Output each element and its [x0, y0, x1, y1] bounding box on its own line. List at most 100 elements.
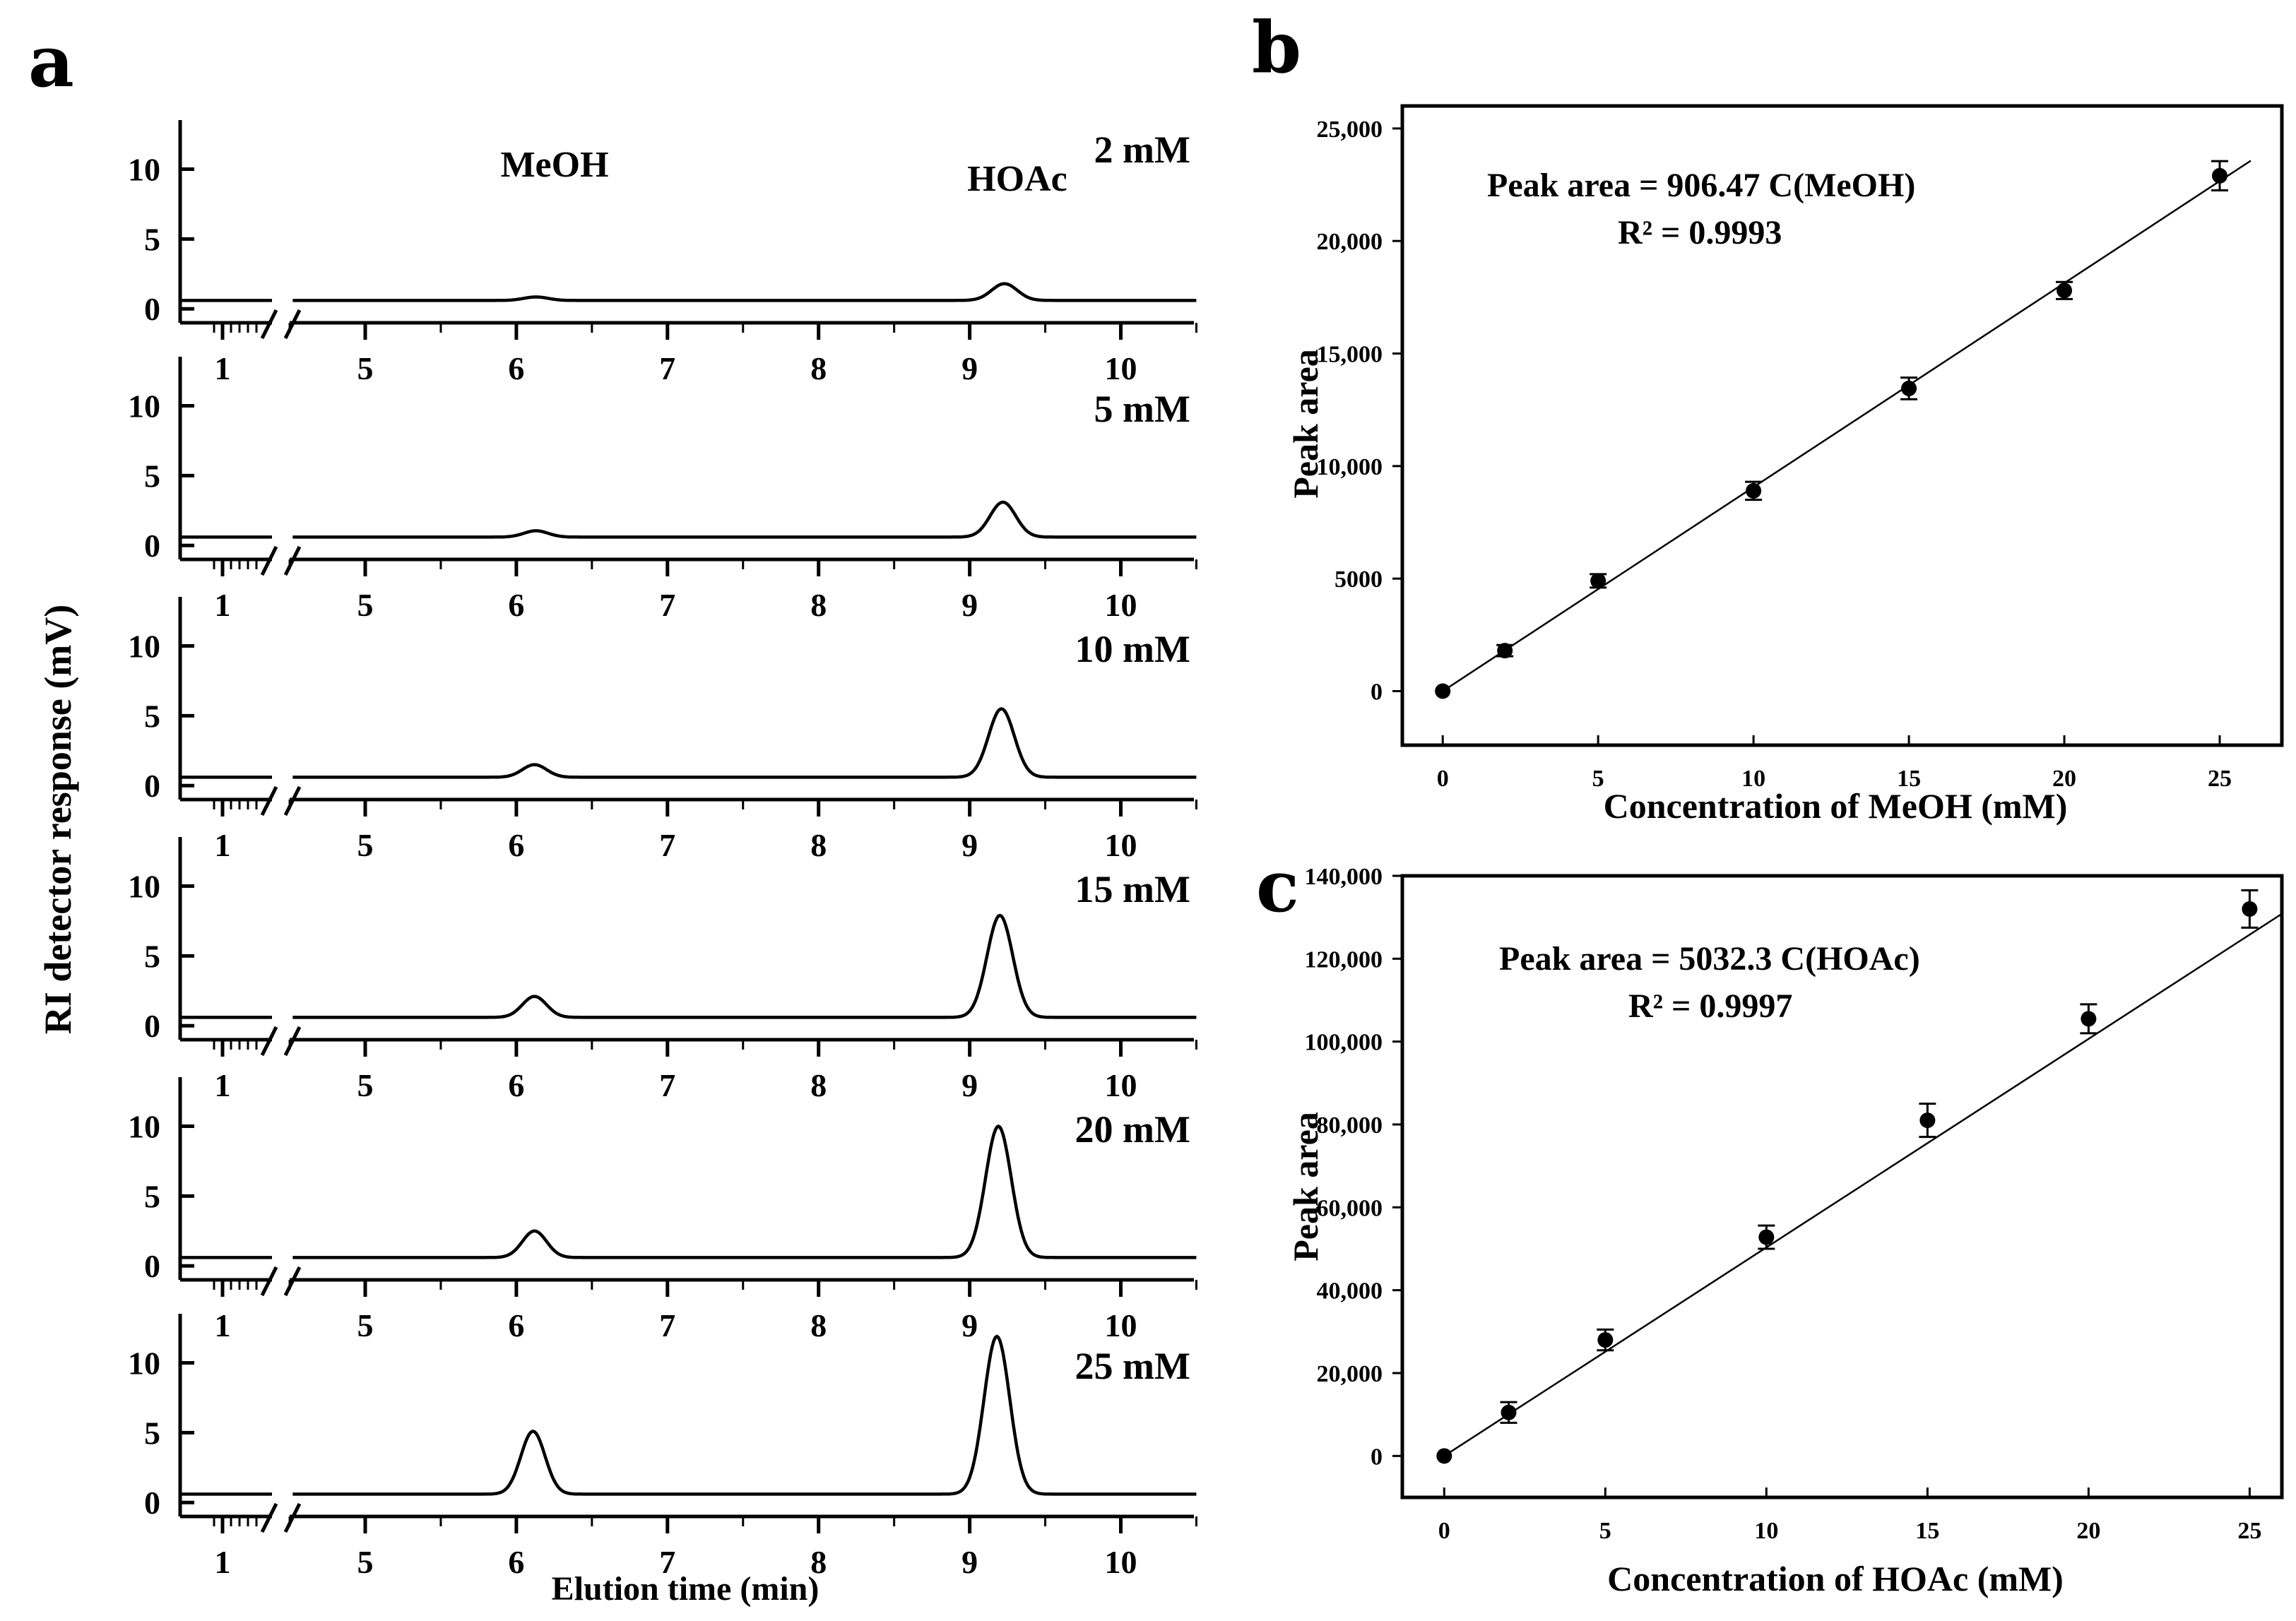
- panel-c-y-axis-label: Peak area: [1286, 1112, 1325, 1261]
- data-point: [1435, 683, 1451, 699]
- chromatogram-trace: [292, 500, 1197, 539]
- data-point: [1501, 1404, 1517, 1420]
- x-tick-label: 0: [1438, 1518, 1450, 1544]
- y-tick-label: 5: [144, 458, 160, 494]
- axis-break-mark: [260, 545, 278, 576]
- y-tick-label: 120,000: [1305, 946, 1383, 973]
- x-tick-label: 5: [357, 587, 374, 623]
- data-point: [2242, 901, 2258, 917]
- x-tick-label: 7: [659, 1307, 675, 1343]
- axis-break-mark: [283, 1026, 302, 1057]
- y-tick-label: 40,000: [1317, 1278, 1383, 1305]
- data-point: [1919, 1112, 1936, 1129]
- x-tick-label: 1: [215, 350, 231, 386]
- panel-b-r-squared: R² = 0.9993: [1618, 214, 1782, 251]
- x-tick-label: 9: [961, 827, 978, 863]
- y-tick-label: 10: [128, 629, 160, 665]
- axis-break-mark: [283, 785, 302, 817]
- y-tick-label: 5: [144, 1415, 160, 1451]
- concentration-label: 5 mM: [1094, 388, 1190, 430]
- chromatogram-trace: [292, 913, 1197, 1019]
- data-point: [1597, 1332, 1614, 1348]
- axis-break-mark: [260, 1502, 278, 1533]
- peak-label-hoac: HOAc: [967, 159, 1067, 199]
- x-tick-label: 8: [810, 1067, 827, 1103]
- x-tick-label: 25: [2208, 766, 2232, 792]
- data-point: [1497, 643, 1513, 659]
- x-tick-label: 8: [810, 1307, 827, 1343]
- x-tick-label: 15: [1915, 1518, 1939, 1544]
- y-tick-label: 5: [144, 1178, 160, 1214]
- concentration-label: 10 mM: [1075, 628, 1190, 670]
- panel-a-x-axis-label: Elution time (min): [552, 1570, 819, 1608]
- x-tick-label: 9: [961, 1544, 978, 1580]
- y-tick-label: 0: [144, 1485, 160, 1521]
- panel-b-plot-frame: [1400, 104, 2284, 747]
- x-tick-label: 7: [659, 1544, 675, 1580]
- x-tick-label: 25: [2237, 1518, 2261, 1544]
- x-tick-label: 6: [508, 587, 524, 623]
- y-tick-label: 10,000: [1317, 454, 1383, 480]
- x-tick-label: 5: [357, 1544, 374, 1580]
- axis-break-mark: [260, 309, 278, 340]
- x-tick-label: 10: [1105, 1544, 1137, 1580]
- x-tick-label: 10: [1741, 766, 1765, 792]
- x-tick-label: 5: [1599, 1518, 1611, 1544]
- panel-c-plot-frame: [1400, 874, 2284, 1500]
- x-tick-label: 20: [2076, 1518, 2100, 1544]
- concentration-label: 25 mM: [1075, 1345, 1190, 1387]
- x-tick-label: 5: [1592, 766, 1604, 792]
- panel-c-x-axis-label: Concentration of HOAc (mM): [1607, 1559, 2064, 1598]
- y-tick-label: 0: [144, 1248, 160, 1284]
- y-tick-label: 10: [128, 152, 160, 188]
- data-point: [1590, 573, 1606, 589]
- y-tick-label: 0: [1371, 1444, 1383, 1470]
- chromatogram-trace: [292, 707, 1197, 779]
- y-tick-label: 10: [128, 388, 160, 424]
- y-tick-label: 100,000: [1305, 1030, 1383, 1056]
- x-tick-label: 7: [659, 1067, 675, 1103]
- data-point: [1901, 380, 1917, 396]
- x-tick-label: 9: [961, 1067, 978, 1103]
- x-tick-label: 1: [215, 1544, 231, 1580]
- data-point: [1746, 482, 1762, 499]
- y-tick-label: 10: [128, 1109, 160, 1145]
- concentration-label: 15 mM: [1075, 868, 1190, 910]
- panel-a-y-axis-label: RI detector response (mV): [37, 605, 79, 1034]
- x-tick-label: 8: [810, 827, 827, 863]
- y-tick-label: 5: [144, 938, 160, 974]
- axis-break-mark: [283, 545, 302, 576]
- y-tick-label: 60,000: [1317, 1195, 1383, 1221]
- y-tick-label: 5: [144, 698, 160, 734]
- x-tick-label: 9: [961, 1307, 978, 1343]
- panel-c-equation: Peak area = 5032.3 C(HOAc): [1499, 940, 1920, 978]
- y-tick-label: 15,000: [1317, 342, 1383, 368]
- x-tick-label: 9: [961, 587, 978, 623]
- fit-line: [1442, 160, 2251, 692]
- panel-b-x-axis-label: Concentration of MeOH (mM): [1604, 786, 2068, 826]
- y-tick-label: 10: [128, 869, 160, 905]
- x-tick-label: 6: [508, 1544, 524, 1580]
- x-tick-label: 5: [357, 1067, 374, 1103]
- data-point: [2212, 167, 2228, 184]
- panel-b-equation: Peak area = 906.47 C(MeOH): [1487, 167, 1915, 204]
- axis-break-mark: [260, 785, 278, 817]
- x-tick-label: 10: [1754, 1518, 1778, 1544]
- x-tick-label: 6: [508, 1307, 524, 1343]
- y-tick-label: 25,000: [1317, 117, 1383, 143]
- x-tick-label: 5: [357, 350, 374, 386]
- y-tick-label: 20,000: [1317, 229, 1383, 255]
- data-point: [2081, 1011, 2097, 1027]
- panel-letter-c: c: [1256, 845, 1299, 928]
- x-tick-label: 7: [659, 827, 675, 863]
- data-point: [1758, 1229, 1775, 1245]
- panel-b-y-axis-label: Peak area: [1286, 349, 1325, 499]
- x-tick-label: 6: [508, 1067, 524, 1103]
- x-tick-label: 8: [810, 350, 827, 386]
- axis-break-mark: [260, 1266, 278, 1297]
- y-tick-label: 80,000: [1317, 1112, 1383, 1139]
